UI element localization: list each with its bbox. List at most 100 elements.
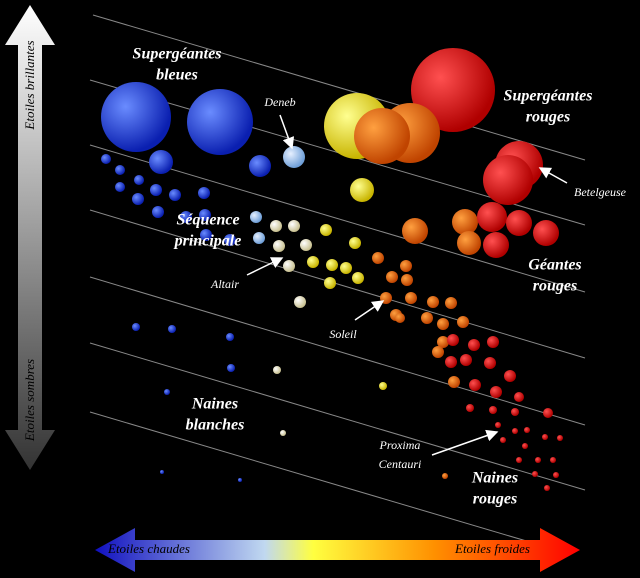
- axis-label: Etoiles brillantes: [22, 40, 37, 130]
- star: [273, 366, 281, 374]
- star: [372, 252, 384, 264]
- region-label: Naines: [471, 470, 518, 487]
- star: [132, 193, 144, 205]
- star: [542, 434, 548, 440]
- region-label: rouges: [473, 491, 517, 508]
- star: [288, 220, 300, 232]
- star: [553, 472, 559, 478]
- star: [516, 457, 522, 463]
- star: [466, 404, 474, 412]
- star: [500, 437, 506, 443]
- region-label: Naines: [191, 396, 238, 413]
- star-label: Soleil: [329, 327, 357, 341]
- star: [411, 48, 495, 132]
- star: [294, 296, 306, 308]
- star: [354, 108, 410, 164]
- star: [168, 325, 176, 333]
- star: [405, 292, 417, 304]
- region-label: Supergéantes: [504, 88, 593, 105]
- star: [350, 178, 374, 202]
- star: [273, 240, 285, 252]
- star: [533, 220, 559, 246]
- star: [550, 457, 556, 463]
- axis-label: Etoiles chaudes: [107, 541, 190, 556]
- axis-label: Etoiles froides: [454, 541, 530, 556]
- axis-label: Etoiles sombres: [22, 359, 37, 442]
- star: [187, 89, 253, 155]
- temperature-arrow: [95, 528, 580, 572]
- star: [280, 430, 286, 436]
- star: [495, 422, 501, 428]
- star: [483, 155, 533, 205]
- region-label: rouges: [533, 278, 577, 295]
- star: [445, 356, 457, 368]
- star: [524, 427, 530, 433]
- star: [226, 333, 234, 341]
- star: [511, 408, 519, 416]
- star: [224, 234, 236, 246]
- star: [253, 232, 265, 244]
- star: [442, 473, 448, 479]
- star: [349, 237, 361, 249]
- region-label: Séquence: [176, 212, 239, 229]
- star: [557, 435, 563, 441]
- star: [150, 184, 162, 196]
- star: [487, 336, 499, 348]
- star: [427, 296, 439, 308]
- star: [483, 232, 509, 258]
- pointers: [246, 114, 568, 456]
- region-label: blanches: [186, 417, 245, 434]
- region-label: Géantes: [528, 257, 581, 274]
- region-label: bleues: [156, 67, 198, 84]
- star: [532, 471, 538, 477]
- star: [250, 211, 262, 223]
- star: [101, 154, 111, 164]
- star: [164, 389, 170, 395]
- star: [152, 206, 164, 218]
- star: [386, 271, 398, 283]
- star: [448, 376, 460, 388]
- star: [379, 382, 387, 390]
- star: [402, 218, 428, 244]
- region-label: rouges: [526, 109, 570, 126]
- star: [522, 443, 528, 449]
- star: [457, 316, 469, 328]
- region-label: principale: [173, 233, 242, 250]
- star: [283, 260, 295, 272]
- star: [198, 187, 210, 199]
- star: [134, 175, 144, 185]
- star: [324, 277, 336, 289]
- star: [249, 155, 271, 177]
- star: [447, 334, 459, 346]
- star: [489, 406, 497, 414]
- star: [506, 210, 532, 236]
- star: [437, 318, 449, 330]
- star: [484, 357, 496, 369]
- star-label: Deneb: [263, 95, 295, 109]
- star: [469, 379, 481, 391]
- star: [401, 274, 413, 286]
- star: [320, 224, 332, 236]
- star: [544, 485, 550, 491]
- star-label: Altair: [210, 277, 239, 291]
- star: [180, 211, 192, 223]
- star: [101, 82, 171, 152]
- region-label: Supergéantes: [133, 46, 222, 63]
- star-label: Betelgeuse: [574, 185, 627, 199]
- star: [543, 408, 553, 418]
- star: [169, 189, 181, 201]
- star: [160, 470, 164, 474]
- star: [512, 428, 518, 434]
- star: [115, 165, 125, 175]
- star: [340, 262, 352, 274]
- star: [535, 457, 541, 463]
- star: [115, 182, 125, 192]
- star: [445, 297, 457, 309]
- star: [227, 364, 235, 372]
- guide-lines: [89, 14, 586, 546]
- star: [326, 259, 338, 271]
- star: [421, 312, 433, 324]
- star: [468, 339, 480, 351]
- star: [452, 209, 478, 235]
